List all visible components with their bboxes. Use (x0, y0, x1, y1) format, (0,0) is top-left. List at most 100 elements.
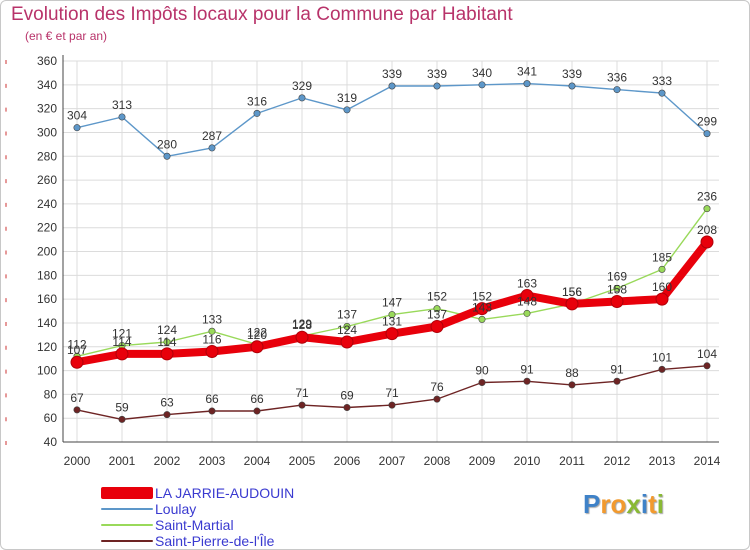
data-label: 114 (112, 335, 131, 349)
x-tick-label: 2007 (379, 454, 406, 468)
chart-subtitle: (en € et par an) (25, 29, 108, 43)
data-point (385, 327, 399, 341)
logo-letter: x (626, 489, 641, 519)
y-tick-label: 280 (37, 149, 57, 163)
logo-letter: t (648, 489, 657, 519)
data-point (163, 411, 171, 419)
data-point (433, 305, 441, 313)
legend-label: Saint-Pierre-de-l'Île (155, 533, 275, 549)
data-point (388, 82, 396, 90)
logo-letter: i (640, 489, 649, 519)
proxiti-logo: Proxiti (583, 489, 664, 520)
data-point (658, 365, 666, 373)
data-label: 133 (202, 312, 222, 326)
data-label: 131 (382, 315, 402, 329)
data-point (520, 289, 534, 303)
y-tick-label: 320 (37, 102, 57, 116)
data-label: 107 (67, 343, 87, 357)
data-label: 91 (520, 362, 534, 376)
x-tick-label: 2004 (244, 454, 271, 468)
data-label: 124 (157, 323, 177, 337)
data-point (343, 403, 351, 411)
data-point (703, 205, 711, 213)
data-point (253, 407, 261, 415)
data-point (430, 320, 444, 334)
data-point (565, 297, 579, 311)
data-point (343, 323, 351, 331)
data-label: 339 (382, 67, 402, 81)
data-point (703, 362, 711, 370)
data-label: 208 (697, 223, 717, 237)
data-label: 88 (565, 366, 579, 380)
data-point (208, 144, 216, 152)
data-label: 152 (472, 290, 492, 304)
data-label: 341 (517, 65, 537, 79)
y-tick-label: 160 (37, 292, 57, 306)
data-label: 90 (475, 363, 489, 377)
data-label: 121 (112, 327, 132, 341)
data-label: 336 (607, 71, 627, 85)
data-point (70, 355, 84, 369)
data-point (295, 330, 309, 344)
y-tick-label: 140 (37, 316, 57, 330)
data-label: 158 (607, 283, 627, 297)
data-point (523, 377, 531, 385)
data-point (658, 265, 666, 273)
legend-swatch (101, 540, 153, 542)
x-tick-label: 2000 (64, 454, 91, 468)
data-label: 163 (517, 277, 537, 291)
data-point (340, 335, 354, 349)
data-label: 339 (427, 67, 447, 81)
x-tick-label: 2008 (424, 454, 451, 468)
data-label: 124 (337, 323, 357, 337)
data-point (298, 94, 306, 102)
data-label: 160 (652, 280, 672, 294)
x-tick-label: 2009 (469, 454, 496, 468)
data-label: 66 (250, 392, 264, 406)
y-tick-label: 180 (37, 268, 57, 282)
legend-swatch (101, 524, 153, 526)
data-label: 313 (112, 98, 132, 112)
data-label: 122 (247, 325, 267, 339)
y-tick-label: 120 (37, 340, 57, 354)
data-label: 71 (385, 386, 399, 400)
data-point (433, 395, 441, 403)
data-label: 185 (652, 250, 672, 264)
data-point (478, 378, 486, 386)
data-label: 104 (697, 347, 717, 361)
data-point (298, 401, 306, 409)
data-label: 287 (202, 129, 222, 143)
data-point (118, 415, 126, 423)
data-label: 333 (652, 74, 672, 88)
data-label: 120 (247, 328, 267, 342)
data-label: 101 (652, 350, 672, 364)
x-tick-label: 2011 (559, 454, 585, 468)
data-label: 143 (472, 300, 492, 314)
x-tick-label: 2002 (154, 454, 181, 468)
legend-label: Saint-Martial (155, 517, 234, 533)
x-tick-label: 2012 (604, 454, 631, 468)
logo-letter: P (583, 489, 601, 519)
data-label: 299 (697, 115, 717, 129)
data-point (658, 89, 666, 97)
data-point (433, 82, 441, 90)
y-tick-label: 40 (44, 435, 58, 449)
data-label: 340 (472, 66, 492, 80)
data-point (250, 340, 264, 354)
y-tick-label: 100 (37, 364, 57, 378)
data-label: 152 (427, 290, 447, 304)
x-tick-label: 2013 (649, 454, 676, 468)
x-tick-label: 2003 (199, 454, 226, 468)
data-point (613, 377, 621, 385)
data-point (478, 315, 486, 323)
data-point (388, 401, 396, 409)
legend-label: LA JARRIE-AUDOUIN (155, 485, 295, 501)
data-point (73, 124, 81, 132)
data-label: 304 (67, 109, 87, 123)
data-label: 71 (295, 386, 309, 400)
data-label: 91 (610, 362, 624, 376)
data-point (160, 347, 174, 361)
data-label: 339 (562, 67, 582, 81)
y-tick-label: 80 (44, 387, 58, 401)
